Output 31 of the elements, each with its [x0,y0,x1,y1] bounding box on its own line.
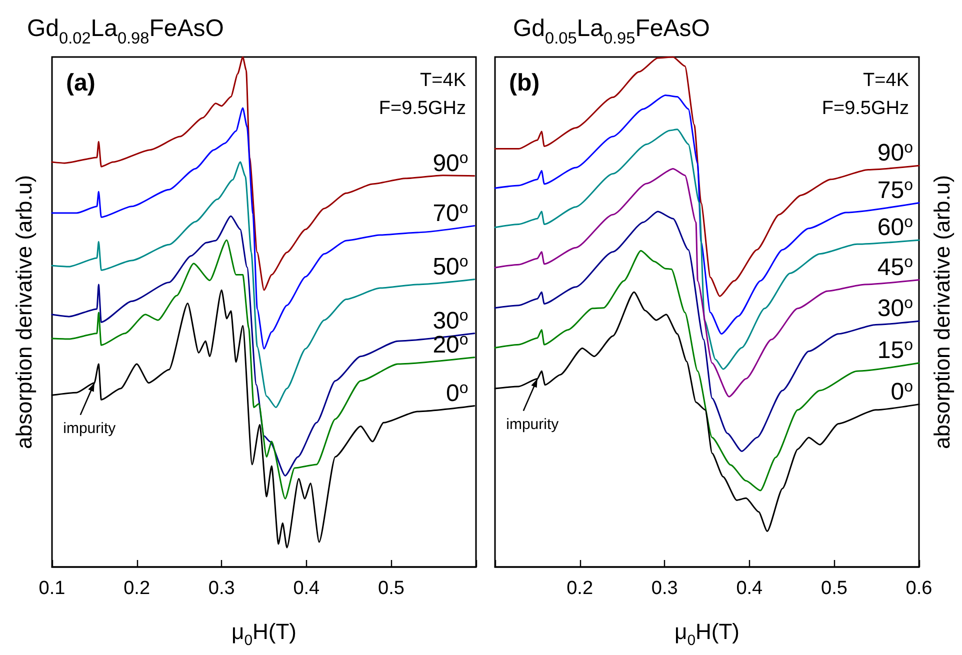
series-label: 0$^{o}$ [890,378,914,406]
annotation: T=4K [863,70,910,91]
annotation: impurity [506,416,560,433]
annotation: F=9.5GHz [378,98,466,119]
annotation: impurity [63,420,116,437]
x-tick-label: 0.2 [124,578,150,599]
x-tick-label: 0.6 [906,578,932,599]
series-label: 30$^{o}$ [877,294,914,322]
annotation: F=9.5GHz [822,98,909,119]
x-tick-label: 0.5 [378,578,404,599]
x-tick-label: 0.3 [208,578,235,599]
annotation: (a) [66,70,96,96]
series-label: 90$^{o}$ [432,149,468,177]
y2-axis-title: absorption derivative (arb.u) [930,175,954,449]
series-label: 15$^{o}$ [877,336,914,364]
annotation: T=4K [420,70,466,91]
x-tick-label: 0.4 [293,578,320,599]
series-label: 45$^{o}$ [877,253,914,281]
series-label: 60$^{o}$ [877,214,914,242]
annotation: (b) [509,70,540,96]
series-label: 90$^{o}$ [877,139,914,167]
series-label: 0$^{o}$ [446,379,468,407]
x-tick-label: 0.5 [820,578,848,599]
series-label: 75$^{o}$ [877,176,914,204]
x-tick-label: 0.3 [651,578,678,599]
series-label: 50$^{o}$ [432,252,468,280]
series-label: 70$^{o}$ [432,199,468,227]
x-tick-label: 0.2 [566,578,594,599]
x-tick-label: 0.1 [38,578,66,599]
y-axis-title: absorption derivative (arb.u) [12,175,36,449]
x-tick-label: 0.4 [736,578,764,599]
